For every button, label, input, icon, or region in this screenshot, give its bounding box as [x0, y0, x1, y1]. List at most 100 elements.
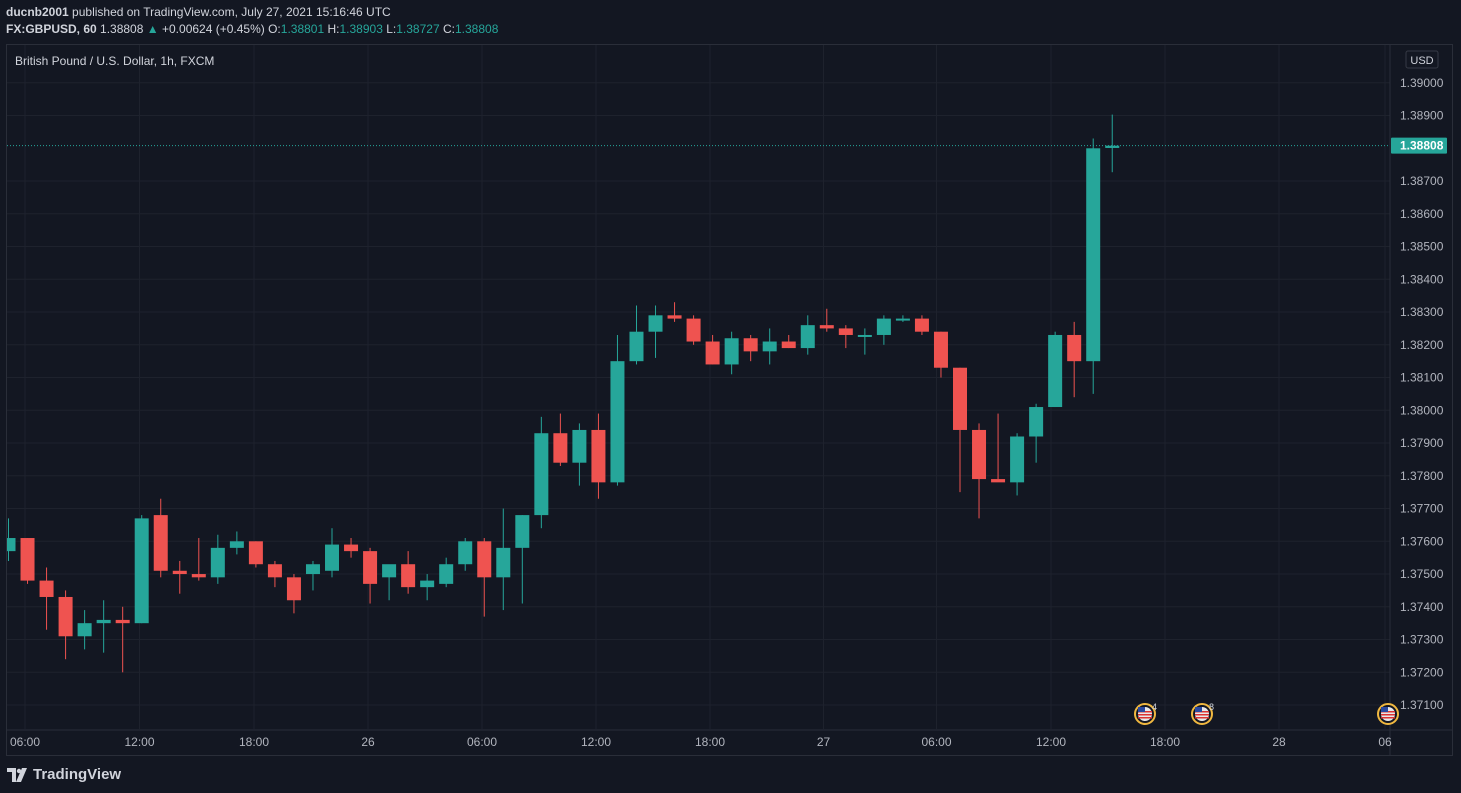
event-marker: 4	[1134, 702, 1157, 725]
event-count: 8	[1209, 702, 1214, 712]
time-axis[interactable]: 06:00 12:00 18:00 26 06:00 12:00 18:00 27 06:00 1…	[10, 735, 1392, 749]
close-label: C:	[442, 22, 455, 36]
price-tick-label: 1.38000	[1400, 403, 1444, 417]
candle-body	[115, 619, 130, 624]
candle	[1048, 331, 1063, 408]
tradingview-logo-icon	[7, 767, 27, 782]
candle-body	[553, 433, 568, 463]
event-count: 4	[1152, 702, 1157, 712]
symbol-label: FX:GBPUSD, 60	[6, 22, 97, 36]
candle	[534, 416, 549, 529]
candle-body	[286, 577, 301, 601]
candle	[857, 328, 872, 355]
candle-body	[591, 429, 606, 483]
candle-body	[857, 334, 872, 337]
candle	[305, 560, 320, 591]
candle	[172, 560, 187, 594]
candle-body	[363, 551, 378, 584]
candle	[648, 305, 663, 358]
price-tick-label: 1.37300	[1400, 633, 1444, 647]
price-tick-label: 1.39000	[1400, 76, 1444, 90]
flag-stripe	[1195, 714, 1209, 716]
candle-body	[534, 433, 549, 516]
price-tick-label: 1.38700	[1400, 174, 1444, 188]
high-value: 1.38903	[339, 22, 383, 36]
candle	[7, 518, 16, 561]
candle-body	[991, 479, 1006, 483]
flag-stripe	[1381, 717, 1395, 719]
candle	[439, 557, 454, 588]
time-tick-label: 18:00	[695, 735, 725, 749]
candle	[743, 334, 758, 362]
price-tick-label: 1.38300	[1400, 305, 1444, 319]
chart-header: ducnb2001 published on TradingView.com, …	[0, 0, 1461, 44]
candle	[914, 315, 929, 335]
published-text: published on TradingView.com, July 27, 2…	[72, 5, 391, 19]
flag-stripe	[1381, 714, 1395, 716]
candle-body	[629, 331, 644, 362]
time-tick-label: 06:00	[921, 735, 951, 749]
candle	[705, 334, 720, 365]
author-name[interactable]: ducnb2001	[6, 5, 69, 19]
candle	[972, 423, 987, 519]
candlestick-chart[interactable]: 1.37100 1.37200 1.37300 1.37400 1.37500 1.376…	[0, 0, 1461, 758]
candle	[1010, 433, 1025, 496]
candle-body	[39, 580, 54, 597]
candle	[267, 560, 282, 588]
candle-body	[895, 318, 910, 321]
time-tick-label: 18:00	[1150, 735, 1180, 749]
candle-body	[267, 564, 282, 578]
candle	[496, 508, 511, 611]
candle	[210, 534, 225, 584]
candle-body	[96, 619, 111, 624]
currency-box[interactable]	[1405, 50, 1439, 69]
candle	[325, 528, 340, 578]
chart-frame[interactable]	[6, 44, 1453, 756]
flag-stripe	[1138, 714, 1152, 716]
price-axis[interactable]: 1.37100 1.37200 1.37300 1.37400 1.37500 1.376…	[1400, 76, 1444, 712]
candle	[838, 325, 853, 349]
candle	[895, 315, 910, 322]
price-tick-label: 1.38100	[1400, 371, 1444, 385]
candle	[515, 515, 530, 604]
candle	[800, 315, 815, 355]
candle-body	[686, 318, 701, 342]
candle-body	[781, 341, 796, 349]
candle	[401, 551, 416, 594]
candle-body	[439, 564, 454, 584]
candle-body	[667, 315, 682, 319]
price-tick-label: 1.37500	[1400, 567, 1444, 581]
candle-body	[1010, 436, 1025, 483]
grid	[7, 45, 1390, 729]
change-text: +0.00624 (+0.45%)	[162, 22, 265, 36]
candle-body	[191, 574, 206, 578]
brand-name: TradingView	[33, 766, 122, 783]
price-tick-label: 1.38900	[1400, 109, 1444, 123]
candle-body	[210, 547, 225, 578]
price-tick-label: 1.37600	[1400, 534, 1444, 548]
close-value: 1.38808	[454, 22, 499, 36]
candle-body	[477, 541, 492, 578]
tradingview-logo[interactable]: TradingView	[7, 766, 121, 783]
time-tick-label: 27	[817, 735, 831, 749]
candle-body	[515, 515, 530, 548]
flag-canton	[1138, 707, 1145, 712]
candle-body	[458, 541, 473, 565]
candle	[20, 538, 35, 584]
open-value: 1.38801	[280, 22, 325, 36]
low-label: L:	[386, 22, 397, 36]
price-tick-label: 1.37200	[1400, 665, 1444, 679]
publish-info: ducnb2001 published on TradingView.com, …	[6, 5, 391, 19]
last-price-label-box	[1391, 137, 1447, 154]
time-tick-label: 06:00	[10, 735, 40, 749]
time-tick-label: 28	[1272, 735, 1286, 749]
candle-body	[800, 325, 815, 349]
candle	[420, 574, 435, 601]
event-marker: 8	[1191, 702, 1214, 725]
candle-body	[229, 541, 244, 548]
candle	[229, 531, 244, 555]
price-tick-label: 1.38400	[1400, 272, 1444, 286]
chart-legend-title: British Pound / U.S. Dollar, 1h, FXCM	[15, 54, 214, 68]
candle	[591, 413, 606, 499]
candle-body	[838, 328, 853, 335]
